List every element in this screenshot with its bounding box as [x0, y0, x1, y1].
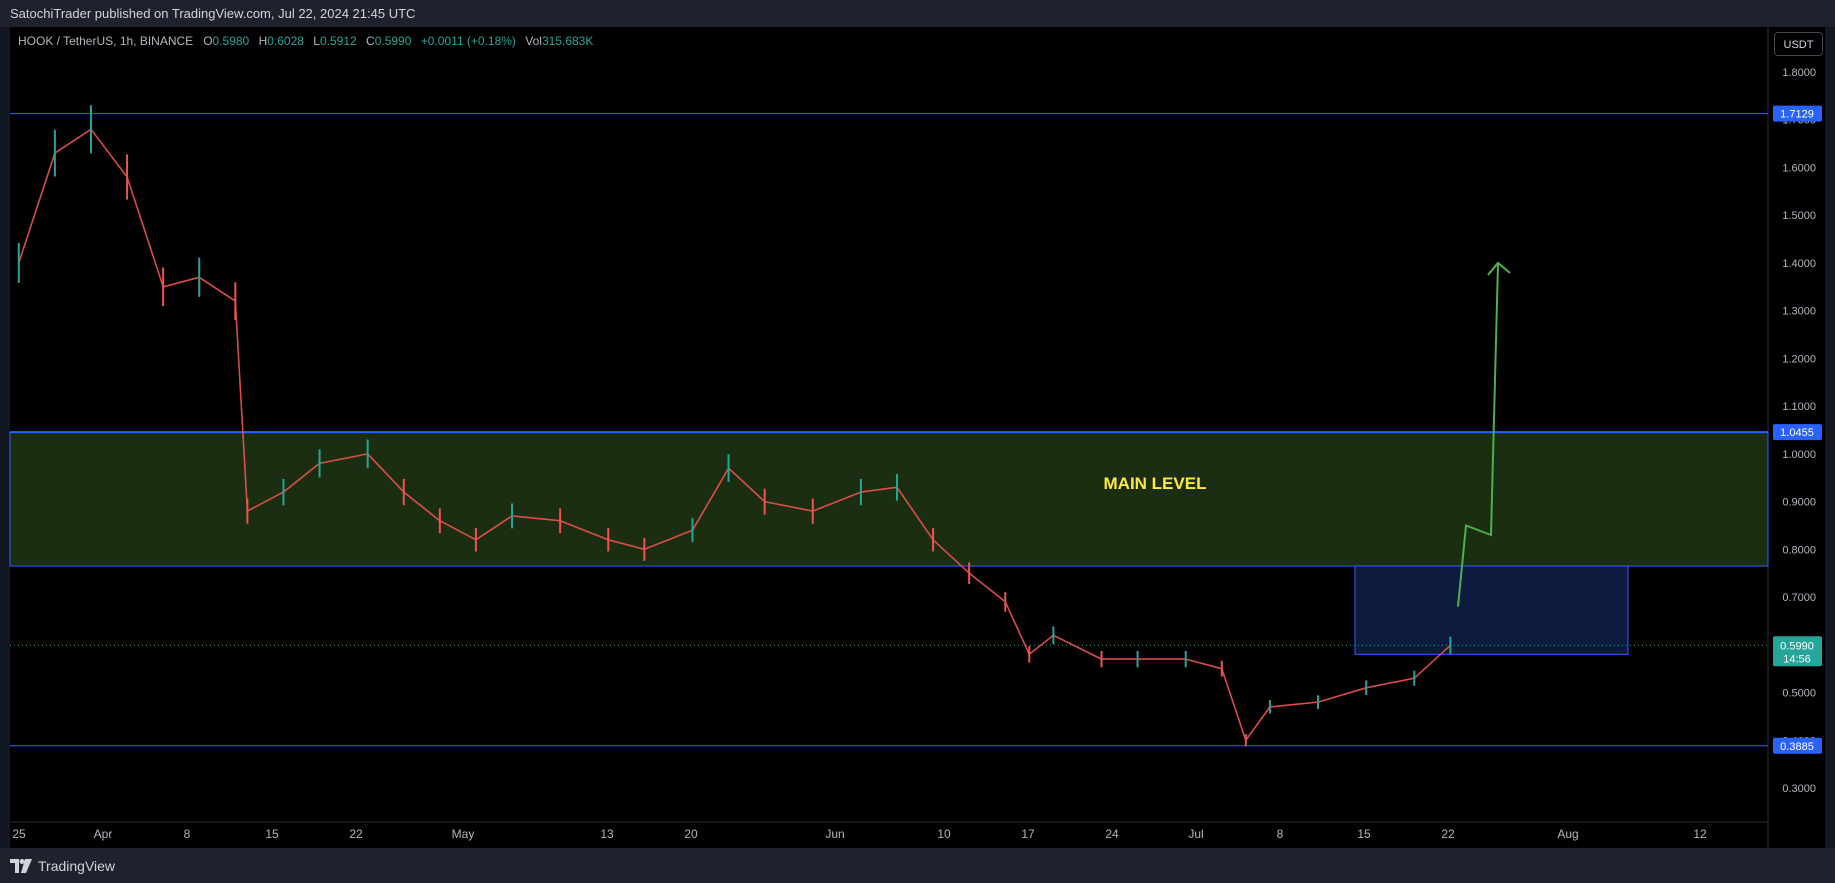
level-price-tag: [1773, 737, 1822, 754]
symbol-legend: HOOK / TetherUS, 1h, BINANCE O0.5980 H0.…: [18, 34, 599, 48]
x-tick-label: 20: [684, 827, 698, 841]
x-tick-label: 10: [937, 827, 951, 841]
projection-arrow: [1457, 262, 1499, 607]
change-value: +0.0011 (+0.18%): [420, 34, 516, 48]
close-value: 0.5990: [374, 34, 412, 48]
y-tick-label: 1.6000: [1782, 162, 1816, 174]
currency-button[interactable]: USDT: [1774, 32, 1823, 56]
main-level-label: MAIN LEVEL: [1104, 474, 1207, 493]
publish-bar: SatochiTrader published on TradingView.c…: [0, 0, 1835, 27]
last-price-tag: [1773, 636, 1822, 667]
level-price-tag: [1773, 424, 1822, 441]
last-price-value: 0.5990: [1780, 640, 1814, 652]
symbol-name: HOOK / TetherUS, 1h, BINANCE: [18, 34, 194, 48]
level-price-tag-label: 0.3885: [1780, 741, 1814, 753]
x-tick-label: Jul: [1188, 827, 1203, 841]
y-tick-label: 0.9000: [1782, 497, 1816, 509]
entry-box: [1354, 565, 1629, 655]
x-tick-label: 22: [1441, 827, 1455, 841]
footer-bar: TradingView: [0, 848, 1835, 883]
y-tick-label: 0.5000: [1782, 688, 1816, 700]
y-tick-label: 1.0000: [1782, 449, 1816, 461]
x-tick-label: 22: [349, 827, 363, 841]
x-tick-label: 15: [265, 827, 279, 841]
y-tick-label: 0.3000: [1782, 783, 1816, 795]
x-tick-label: 8: [1277, 827, 1284, 841]
level-price-tag-label: 1.0455: [1780, 427, 1814, 439]
publish-info: SatochiTrader published on TradingView.c…: [10, 6, 416, 21]
x-tick-label: 8: [184, 827, 191, 841]
y-tick-label: 1.2000: [1782, 353, 1816, 365]
y-tick-label: 0.8000: [1782, 544, 1816, 556]
projection-arrow-head: [1487, 261, 1511, 276]
x-tick-label: Apr: [94, 827, 113, 841]
price-chart[interactable]: MAIN LEVEL1.80001.70001.60001.50001.4000…: [0, 0, 1835, 848]
high-label: H: [258, 34, 268, 48]
y-tick-label: 1.8000: [1782, 67, 1816, 79]
y-tick-label: 1.1000: [1782, 401, 1816, 413]
open-label: O: [203, 34, 213, 48]
x-tick-label: 13: [600, 827, 614, 841]
x-tick-label: 15: [1357, 827, 1371, 841]
y-tick-label: 1.3000: [1782, 306, 1816, 318]
x-tick-label: May: [452, 827, 475, 841]
tradingview-brand: TradingView: [38, 858, 116, 874]
volume-label: Vol: [525, 34, 542, 48]
high-value: 0.6028: [267, 34, 304, 48]
low-value: 0.5912: [319, 34, 357, 48]
x-tick-label: Jun: [825, 827, 844, 841]
level-price-tag: [1773, 105, 1822, 122]
main-level-zone: [9, 431, 1769, 567]
y-tick-label: 1.5000: [1782, 210, 1816, 222]
y-tick-label: 0.7000: [1782, 592, 1816, 604]
x-tick-label: 24: [1105, 827, 1119, 841]
tradingview-logo[interactable]: TradingView: [10, 858, 115, 874]
level-price-tag-label: 1.7129: [1780, 109, 1814, 121]
x-tick-label: 25: [12, 827, 26, 841]
volume-value: 315.683K: [541, 34, 594, 48]
open-value: 0.5980: [212, 34, 250, 48]
x-tick-label: 12: [1693, 827, 1707, 841]
last-price-countdown: 14:56: [1783, 653, 1811, 665]
low-label: L: [313, 34, 320, 48]
x-tick-label: Aug: [1557, 827, 1578, 841]
tradingview-logo-icon: [10, 859, 32, 873]
y-tick-label: 1.4000: [1782, 258, 1816, 270]
close-label: C: [366, 34, 375, 48]
x-tick-label: 17: [1021, 827, 1035, 841]
